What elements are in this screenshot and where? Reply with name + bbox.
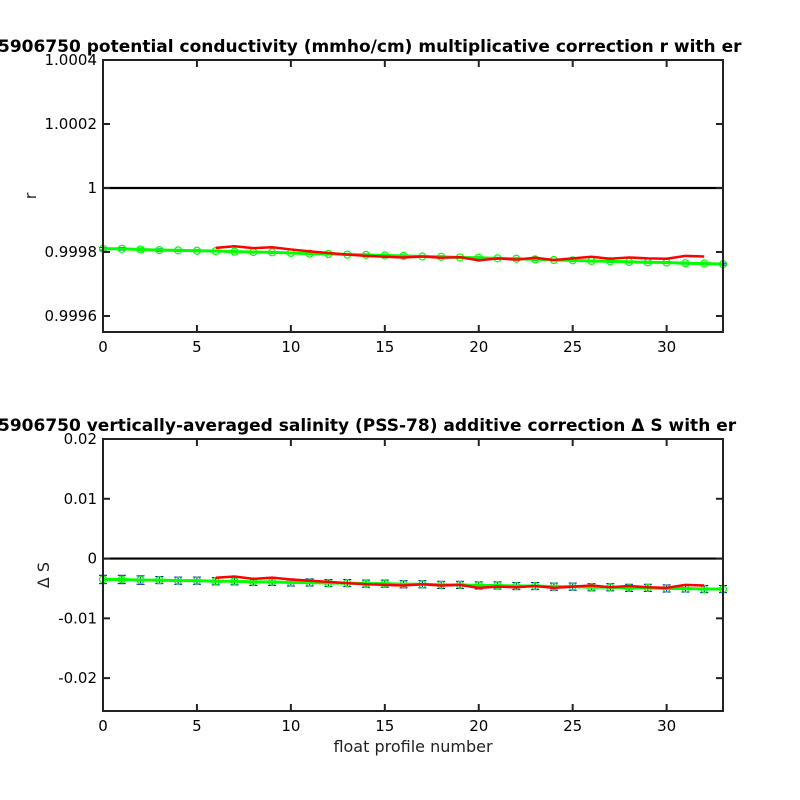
fit-point <box>399 251 408 260</box>
fit-point <box>267 248 277 257</box>
x-tick-label: 15 <box>375 338 394 356</box>
y-tick-label: 0.01 <box>64 490 97 508</box>
fit-point <box>305 249 314 258</box>
y-tick-label: 0.9998 <box>45 243 98 261</box>
plot-area <box>103 60 723 332</box>
fit-point <box>587 583 596 592</box>
x-axis-label: float profile number <box>333 737 493 756</box>
y-tick-label: 1.0004 <box>45 51 98 69</box>
fit-point <box>230 247 239 256</box>
profile-line <box>215 575 705 590</box>
y-axis-label: Δ S <box>34 562 53 588</box>
x-tick-label: 5 <box>192 717 202 735</box>
y-tick-label: 0.02 <box>64 430 97 448</box>
fit-point <box>230 577 239 586</box>
fit-point <box>174 576 183 585</box>
chart-title: 5906750 potential conductivity (mmho/cm)… <box>0 37 742 57</box>
fit-point <box>700 584 709 594</box>
y-tick-label: 1.0002 <box>45 115 98 133</box>
y-tick-label: -0.02 <box>58 669 97 687</box>
y-tick-label: 0.9996 <box>45 307 98 325</box>
x-tick-label: 10 <box>281 338 300 356</box>
fit-point <box>155 575 164 585</box>
x-tick-label: 20 <box>469 338 488 356</box>
fit-point <box>681 259 690 268</box>
fit-point <box>211 577 220 586</box>
x-tick-label: 25 <box>563 717 582 735</box>
fit-point <box>155 245 164 255</box>
profile-line <box>215 244 705 262</box>
chart-title: 5906750 vertically-averaged salinity (PS… <box>0 416 737 436</box>
salinity-correction-chart: 5906750 vertically-averaged salinity (PS… <box>0 416 737 756</box>
conductivity-correction-chart: 5906750 potential conductivity (mmho/cm)… <box>0 37 742 356</box>
x-tick-label: 20 <box>469 717 488 735</box>
x-tick-label: 25 <box>563 338 582 356</box>
x-tick-label: 30 <box>657 717 676 735</box>
fit-point <box>117 575 126 584</box>
y-tick-label: 1 <box>87 179 97 197</box>
axes-frame <box>102 438 724 712</box>
fit-point <box>117 244 126 253</box>
x-tick-label: 10 <box>281 717 300 735</box>
fit-point <box>493 581 502 590</box>
fit-point <box>624 583 634 592</box>
fit-point <box>136 575 145 585</box>
fit-point <box>192 576 202 585</box>
y-tick-label: 0 <box>87 550 97 568</box>
x-tick-label: 0 <box>98 338 108 356</box>
fit-point <box>700 259 709 268</box>
y-tick-label: -0.01 <box>58 609 97 627</box>
fit-point <box>305 578 314 587</box>
fit-point <box>568 256 577 265</box>
fit-point <box>192 246 202 255</box>
axes-frame <box>102 59 724 333</box>
x-tick-label: 30 <box>657 338 676 356</box>
x-tick-label: 5 <box>192 338 202 356</box>
x-tick-label: 0 <box>98 717 108 735</box>
y-axis-label: r <box>21 192 40 199</box>
plot-area <box>103 439 723 711</box>
x-tick-label: 15 <box>375 717 394 735</box>
fit-point <box>174 246 183 255</box>
fit-point <box>136 245 145 254</box>
